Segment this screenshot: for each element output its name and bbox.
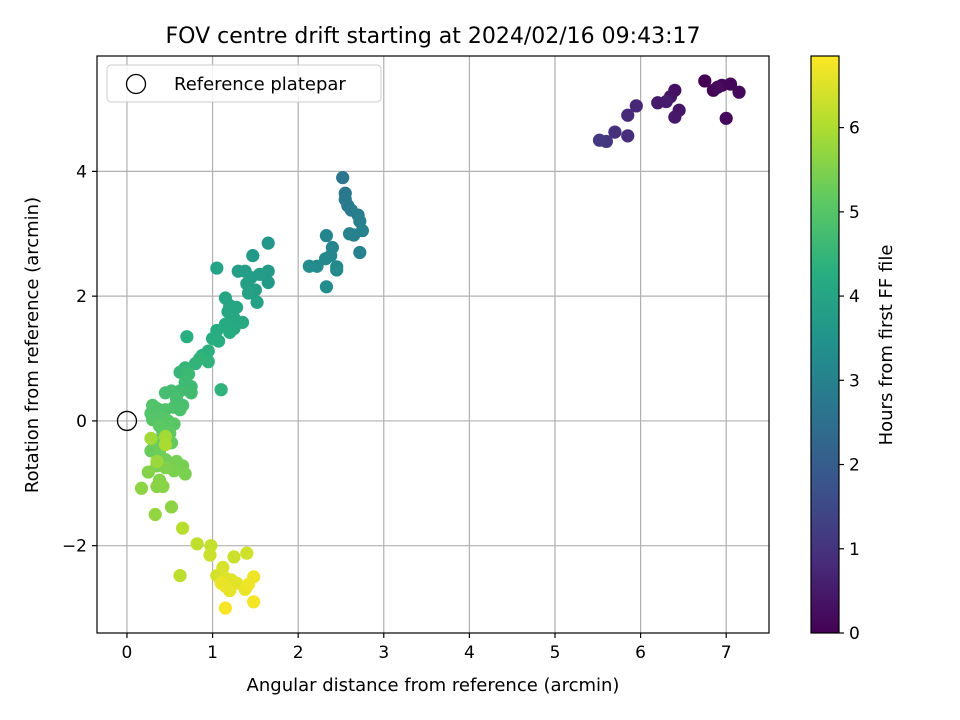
data-point (214, 383, 228, 397)
data-point (141, 465, 155, 479)
data-point (227, 550, 241, 564)
x-tick-label: 6 (635, 643, 646, 663)
data-point (203, 548, 217, 562)
data-point (180, 330, 194, 344)
colorbar: 0 1 2 3 4 5 6 Hours from first FF file (810, 55, 897, 644)
data-point (211, 334, 226, 348)
x-tick-label: 2 (293, 643, 304, 663)
data-point (261, 275, 275, 290)
data-point (134, 481, 149, 495)
data-point (621, 129, 635, 143)
y-tick-label: 2 (76, 287, 87, 307)
x-axis-label: Angular distance from reference (arcmin) (247, 675, 620, 696)
data-point (247, 570, 261, 584)
data-point (353, 245, 367, 260)
data-point (261, 236, 275, 250)
data-point (223, 583, 237, 598)
y-tick-label: 4 (76, 162, 87, 182)
x-tick-label: 7 (721, 643, 732, 663)
data-point (214, 576, 228, 590)
data-points (134, 74, 746, 615)
data-point (719, 111, 733, 125)
data-point (698, 74, 712, 88)
data-point (342, 227, 357, 241)
data-point (250, 295, 264, 309)
colorbar-tick-label: 6 (849, 119, 860, 139)
colorbar-tick-label: 3 (849, 371, 860, 391)
legend-marker (125, 73, 147, 95)
data-point (732, 85, 746, 99)
data-point (336, 171, 350, 185)
legend-box (106, 64, 382, 103)
x-tick-label: 4 (464, 643, 475, 663)
x-tick-label: 3 (378, 643, 389, 663)
data-point (621, 108, 635, 122)
colorbar-tick-label: 5 (849, 203, 860, 223)
data-point (246, 249, 260, 263)
colorbar-ticks: 0 1 2 3 4 5 6 (839, 119, 860, 644)
data-point (608, 125, 622, 139)
legend: Reference platepar (106, 64, 382, 103)
data-point (150, 479, 164, 494)
y-tick-label: −2 (62, 537, 87, 557)
grid-lines (97, 56, 769, 633)
colorbar-tick-label: 2 (849, 456, 860, 476)
colorbar-label: Hours from first FF file (876, 245, 897, 446)
chart-title: FOV centre drift starting at 2024/02/16 … (166, 24, 701, 49)
data-point (231, 264, 245, 278)
data-point (629, 99, 643, 113)
x-tick-label: 0 (122, 643, 133, 663)
data-point (178, 467, 192, 481)
reference-platepar-point (116, 410, 138, 432)
data-point (158, 438, 173, 452)
data-point (218, 601, 233, 615)
y-tick-label: 0 (76, 412, 87, 432)
data-point (240, 546, 254, 560)
data-point (302, 259, 316, 273)
data-point (223, 325, 237, 339)
data-point (150, 454, 164, 469)
data-point (173, 569, 187, 583)
data-point (241, 286, 256, 300)
x-axis-ticks: 0 1 2 3 4 5 6 7 (122, 633, 732, 663)
data-point (148, 507, 162, 522)
data-point (247, 595, 261, 609)
data-point (318, 252, 333, 266)
data-point (190, 537, 204, 551)
data-point (319, 280, 334, 294)
data-point (216, 560, 230, 575)
data-point (210, 261, 224, 275)
data-point (668, 110, 682, 124)
data-point (723, 77, 738, 91)
colorbar-tick-label: 0 (849, 624, 860, 644)
data-point (158, 386, 173, 400)
colorbar-tick-label: 1 (849, 540, 860, 560)
data-point (711, 80, 725, 94)
data-point (144, 431, 158, 445)
legend-label: Reference platepar (174, 74, 346, 95)
data-point (319, 229, 334, 243)
y-axis-label: Rotation from reference (arcmin) (22, 197, 43, 493)
data-point (592, 133, 607, 147)
y-axis-ticks: −2 0 2 4 (62, 162, 97, 557)
data-point (659, 94, 673, 109)
colorbar-tick-label: 4 (849, 287, 860, 307)
colorbar-gradient (810, 55, 840, 634)
data-point (184, 386, 198, 400)
data-point (193, 351, 207, 366)
data-point (164, 500, 179, 514)
data-point (330, 263, 344, 277)
plot-frame (96, 55, 770, 634)
data-point (176, 521, 190, 535)
x-tick-label: 5 (550, 643, 561, 663)
x-tick-label: 1 (207, 643, 218, 663)
